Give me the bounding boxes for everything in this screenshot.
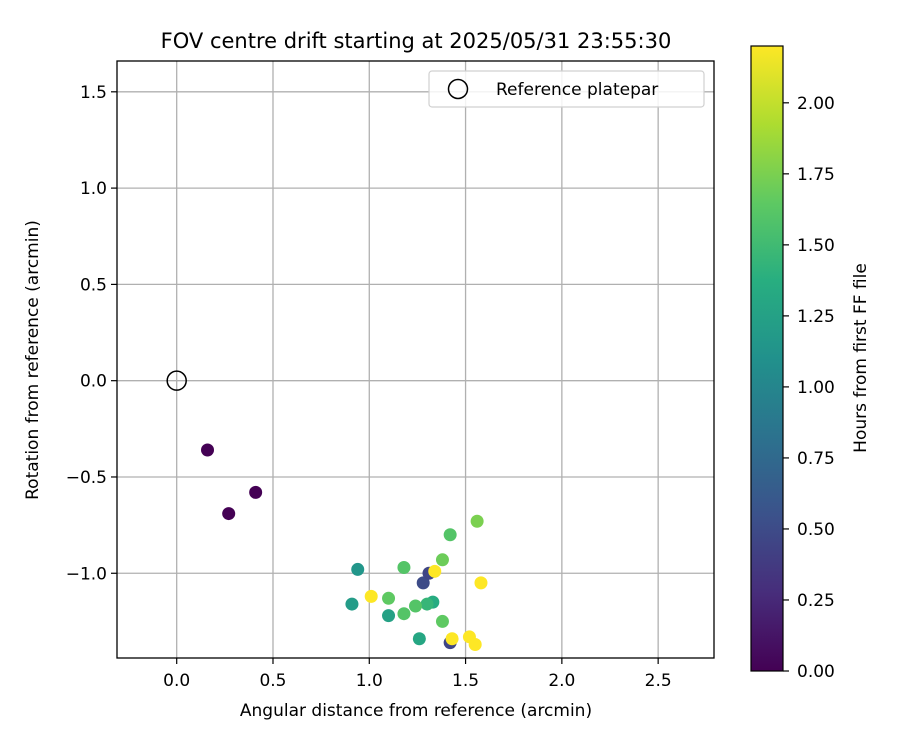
x-axis-label: Angular distance from reference (arcmin)	[240, 701, 592, 721]
colorbar-tick-label: 2.00	[797, 94, 835, 114]
legend: Reference platepar	[428, 70, 705, 108]
colorbar-ticks: 0.00 0.25 0.50 0.75 1.00 1.25 1.50 1.75 2.00	[783, 94, 835, 682]
colorbar-label: Hours from first FF file	[851, 263, 871, 453]
data-point	[351, 562, 365, 576]
data-point	[397, 560, 411, 574]
y-tick-label: 1.5	[80, 83, 107, 103]
y-axis-label: Rotation from reference (arcmin)	[23, 220, 43, 500]
data-point	[222, 507, 236, 521]
x-tick-label: 2.5	[645, 671, 672, 691]
data-point	[416, 576, 430, 590]
colorbar-tick-label: 0.25	[797, 591, 835, 611]
reference-marker-group	[166, 370, 187, 391]
legend-box	[428, 70, 705, 108]
data-point	[249, 485, 263, 499]
y-tick-label: 0.0	[80, 372, 107, 392]
x-tick-label: 0.0	[163, 671, 190, 691]
data-point	[201, 443, 215, 457]
colorbar-tick-label: 1.50	[797, 236, 835, 256]
colorbar	[750, 45, 784, 672]
data-point	[445, 632, 459, 646]
colorbar-tick-label: 1.00	[797, 378, 835, 398]
x-tick-label: 0.5	[259, 671, 286, 691]
data-point	[435, 614, 449, 628]
y-tick-label: 1.0	[80, 179, 107, 199]
y-axis-ticks: −1.0 −0.5 0.0 0.5 1.0 1.5	[66, 83, 117, 584]
data-point	[409, 599, 422, 613]
y-tick-label: 0.5	[80, 275, 107, 295]
data-point	[428, 564, 442, 578]
x-tick-label: 2.0	[548, 671, 575, 691]
colorbar-tick-label: 1.75	[797, 165, 835, 185]
data-point	[474, 576, 488, 590]
data-point	[435, 553, 449, 567]
colorbar-tick-label: 0.00	[797, 662, 835, 682]
colorbar-tick-label: 1.25	[797, 307, 835, 327]
data-point	[470, 514, 484, 528]
x-tick-label: 1.0	[356, 671, 383, 691]
reference-marker	[166, 370, 187, 391]
legend-label: Reference platepar	[496, 80, 658, 100]
data-point	[382, 609, 396, 623]
data-point	[364, 589, 378, 603]
x-tick-label: 1.5	[452, 671, 479, 691]
legend-reference-marker	[447, 78, 469, 100]
data-point	[420, 597, 434, 611]
y-tick-label: −1.0	[66, 564, 107, 584]
data-point	[397, 607, 411, 621]
x-axis-ticks: 0.0 0.5 1.0 1.5 2.0 2.5	[163, 658, 672, 691]
data-point	[412, 632, 426, 646]
data-point	[468, 638, 482, 652]
chart-title: FOV centre drift starting at 2025/05/31 …	[161, 29, 672, 53]
colorbar-tick-label: 0.50	[797, 520, 835, 540]
data-point	[345, 597, 359, 611]
data-point	[382, 591, 396, 605]
colorbar-tick-label: 0.75	[797, 449, 835, 469]
plot-frame	[116, 60, 715, 659]
grid-lines	[117, 61, 714, 658]
data-point	[443, 528, 457, 542]
y-tick-label: −0.5	[66, 468, 107, 488]
data-points	[201, 443, 488, 652]
